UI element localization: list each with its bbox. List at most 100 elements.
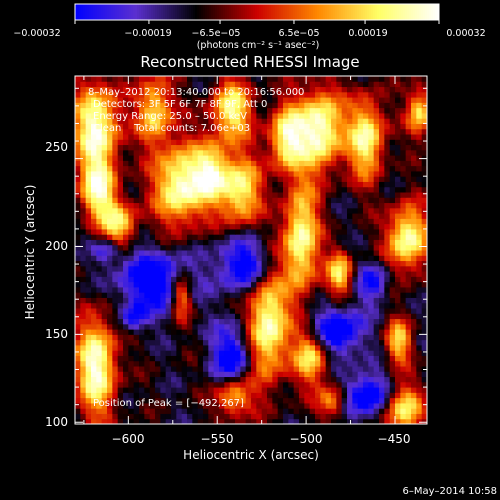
heatmap-cell [251, 86, 257, 93]
heatmap-cell [256, 244, 263, 251]
heatmap-cell [325, 118, 332, 124]
heatmap-cell [171, 102, 177, 109]
heatmap-cell [277, 102, 284, 109]
heatmap-cell [395, 397, 401, 404]
heatmap-cell [395, 123, 401, 130]
heatmap-cell [283, 355, 289, 362]
heatmap-cell [315, 239, 321, 246]
heatmap-cell [245, 134, 252, 140]
colorbar-cell [89, 4, 92, 20]
heatmap-cell [139, 323, 145, 330]
heatmap-cell [416, 334, 423, 341]
heatmap-cell [208, 260, 215, 267]
heatmap-cell [363, 418, 369, 425]
heatmap-cell [176, 413, 183, 420]
heatmap-cell [379, 376, 385, 383]
heatmap-cell [256, 165, 263, 172]
heatmap-cell [405, 302, 412, 309]
colorbar-cell [227, 4, 230, 20]
heatmap-cell [416, 218, 423, 225]
heatmap-cell [405, 271, 412, 277]
heatmap-cell [277, 176, 284, 182]
heatmap-cell [299, 260, 305, 267]
heatmap-cell [363, 250, 369, 256]
heatmap-cell [133, 107, 140, 114]
heatmap-cell [192, 308, 199, 314]
heatmap-cell [197, 402, 204, 409]
heatmap-cell [107, 323, 113, 330]
heatmap-cell [187, 139, 193, 146]
heatmap-cell [229, 155, 236, 161]
heatmap-cell [373, 123, 380, 130]
heatmap-cell [261, 355, 268, 362]
heatmap-cell [309, 334, 316, 341]
heatmap-cell [267, 139, 273, 146]
heatmap-cell [272, 223, 279, 230]
heatmap-cell [288, 265, 295, 272]
heatmap-cell [331, 329, 337, 335]
heatmap-cell [171, 255, 177, 262]
heatmap-cell [288, 197, 295, 204]
heatmap-cell [293, 118, 300, 124]
heatmap-cell [320, 176, 327, 182]
heatmap-cell [320, 160, 327, 167]
heatmap-cell [203, 186, 209, 193]
heatmap-cell [341, 102, 348, 109]
heatmap-cell [208, 107, 215, 114]
heatmap-cell [395, 107, 401, 114]
colorbar-cell [387, 4, 390, 20]
heatmap-cell [315, 366, 321, 372]
heatmap-cell [149, 112, 156, 119]
heatmap-cell [379, 234, 385, 240]
colorbar-cell [339, 4, 342, 20]
heatmap-cell [331, 97, 337, 103]
heatmap-cell [171, 192, 177, 198]
heatmap-cell [85, 170, 92, 177]
heatmap-cell [208, 318, 215, 325]
heatmap-cell [107, 408, 113, 414]
heatmap-cell [229, 213, 236, 219]
heatmap-cell [197, 228, 204, 235]
heatmap-cell [208, 329, 215, 335]
heatmap-cell [315, 86, 321, 93]
heatmap-cell [325, 418, 332, 425]
heatmap-cell [277, 408, 284, 414]
heatmap-cell [379, 218, 385, 225]
heatmap-cell [128, 297, 135, 304]
heatmap-cell [85, 376, 92, 383]
heatmap-cell [192, 255, 199, 262]
heatmap-cell [309, 197, 316, 204]
heatmap-cell [155, 339, 161, 346]
heatmap-cell [288, 313, 295, 320]
heatmap-cell [309, 397, 316, 404]
heatmap-cell [107, 418, 113, 425]
heatmap-cell [405, 276, 412, 283]
heatmap-cell [229, 387, 236, 393]
heatmap-cell [213, 334, 220, 341]
heatmap-cell [320, 76, 327, 82]
heatmap-cell [341, 392, 348, 399]
heatmap-cell [133, 197, 140, 204]
heatmap-cell [144, 97, 151, 103]
colorbar-cell [83, 4, 86, 20]
heatmap-cell [133, 255, 140, 262]
heatmap-cell [133, 355, 140, 362]
heatmap-cell [421, 186, 428, 193]
heatmap-cell [155, 76, 161, 82]
heatmap-cell [240, 160, 247, 167]
heatmap-cell [267, 118, 273, 124]
heatmap-cell [299, 128, 305, 135]
heatmap-cell [144, 418, 151, 425]
heatmap-cell [400, 250, 407, 256]
heatmap-cell [304, 186, 311, 193]
heatmap-cell [171, 366, 177, 372]
heatmap-cell [293, 97, 300, 103]
heatmap-cell [283, 128, 289, 135]
heatmap-cell [240, 255, 247, 262]
heatmap-cell [251, 344, 257, 351]
heatmap-cell [405, 323, 412, 330]
heatmap-cell [395, 402, 401, 409]
heatmap-cell [107, 176, 113, 182]
heatmap-cell [219, 381, 225, 388]
heatmap-cell [309, 339, 316, 346]
